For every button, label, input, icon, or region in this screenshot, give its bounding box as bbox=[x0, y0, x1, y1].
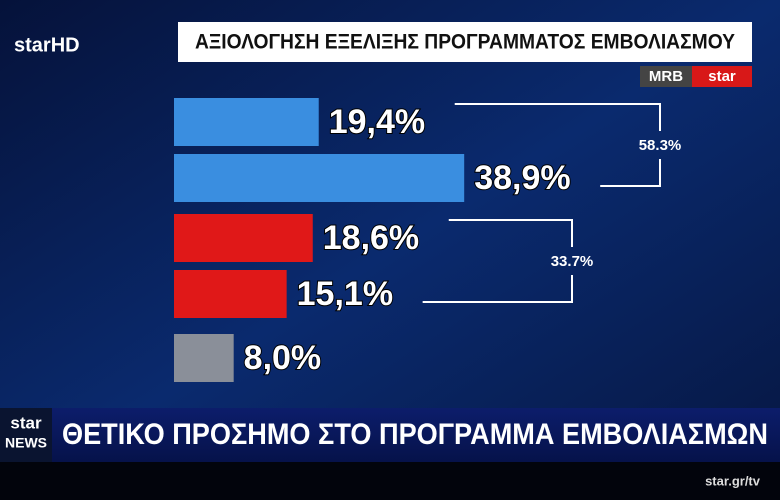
bar bbox=[174, 334, 234, 382]
value-label: 15,1% bbox=[297, 275, 393, 313]
news-logo: star bbox=[10, 413, 42, 432]
title-box bbox=[178, 22, 752, 62]
chart-title: ΑΞΙΟΛΟΓΗΣΗ ΕΞΕΛΙΞΗΣ ΠΡΟΓΡΑΜΜΑΤΟΣ ΕΜΒΟΛΙΑ… bbox=[195, 31, 735, 54]
channel-logo: starHD bbox=[14, 34, 80, 56]
value-label: 38,9% bbox=[474, 159, 570, 197]
source-label: MRB bbox=[649, 68, 683, 85]
bottom-strip bbox=[0, 462, 780, 500]
source-box bbox=[640, 66, 692, 87]
bar bbox=[174, 270, 287, 318]
bar bbox=[174, 214, 313, 262]
source-label: star bbox=[708, 68, 736, 85]
news-logo-box bbox=[0, 408, 52, 462]
news-logo: NEWS bbox=[5, 435, 47, 451]
group-label: 58.3% bbox=[639, 137, 682, 154]
bar bbox=[174, 154, 465, 202]
url: star.gr/tv bbox=[705, 473, 761, 488]
headline-banner bbox=[0, 408, 780, 462]
source-box bbox=[692, 66, 752, 87]
value-label: 19,4% bbox=[329, 103, 425, 141]
value-label: 8,0% bbox=[244, 339, 322, 377]
bar bbox=[174, 98, 319, 146]
bracket bbox=[422, 219, 573, 303]
group-label: 33.7% bbox=[551, 253, 594, 270]
value-label: 18,6% bbox=[323, 219, 419, 257]
headline: ΘΕΤΙΚΟ ΠΡΟΣΗΜΟ ΣΤΟ ΠΡΟΓΡΑΜΜΑ ΕΜΒΟΛΙΑΣΜΩΝ bbox=[62, 418, 768, 451]
bracket bbox=[454, 103, 661, 187]
